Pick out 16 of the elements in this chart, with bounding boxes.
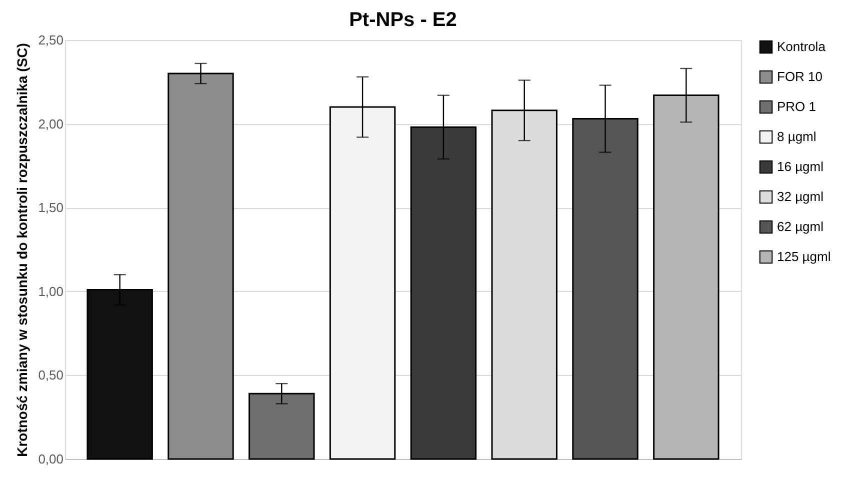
y-tick-label: 0,50: [38, 368, 64, 383]
legend-label: 32 µgml: [777, 189, 824, 204]
y-axis-title: Krotność zmiany w stosunku do kontroli rozpuszczalnika (SC): [14, 43, 30, 457]
y-tick-label: 2,50: [38, 32, 64, 48]
y-tick-label: 2,00: [38, 116, 64, 132]
legend-label: 16 µgml: [777, 159, 824, 174]
legend-label: 8 µgml: [777, 129, 816, 144]
legend-label: 62 µgml: [777, 219, 824, 234]
legend-label: PRO 1: [777, 99, 816, 114]
chart-title: Pt-NPs - E2: [349, 9, 457, 31]
legend-label: 125 µgml: [777, 249, 831, 264]
y-tick-label: 1,00: [38, 284, 64, 299]
y-tick-label: 1,50: [38, 200, 64, 216]
y-tick-label: 0,00: [38, 452, 64, 466]
legend-label: Kontrola: [777, 39, 826, 54]
legend-label: FOR 10: [777, 69, 823, 84]
